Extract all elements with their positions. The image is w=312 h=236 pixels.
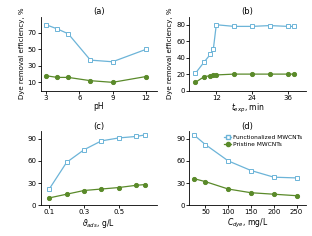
Title: (b): (b) [242,7,254,16]
Title: (c): (c) [93,122,104,131]
X-axis label: $t_{exp}$, min: $t_{exp}$, min [231,102,265,115]
Y-axis label: Dye removal efficiency, %: Dye removal efficiency, % [19,8,25,99]
Legend: Functionalized MWCNTs, Pristine MWCNTs: Functionalized MWCNTs, Pristine MWCNTs [224,134,303,147]
Title: (a): (a) [93,7,105,16]
X-axis label: $\vartheta_{ads}$, g/L: $\vartheta_{ads}$, g/L [82,217,115,230]
Y-axis label: Dye removal efficiency, %: Dye removal efficiency, % [168,8,173,99]
X-axis label: $C_{dye}$, mg/L: $C_{dye}$, mg/L [227,217,268,230]
X-axis label: pH: pH [93,102,104,111]
Title: (d): (d) [242,122,254,131]
